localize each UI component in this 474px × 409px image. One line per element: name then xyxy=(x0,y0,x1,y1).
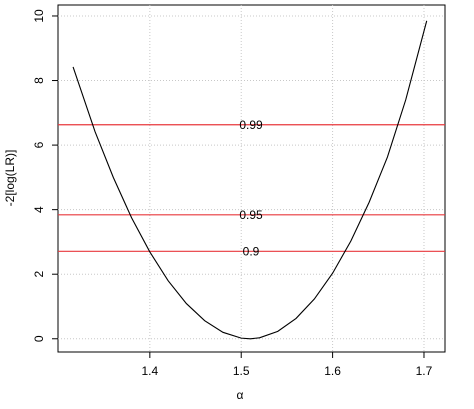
x-tick-label: 1.6 xyxy=(324,364,341,378)
x-tick-label: 1.7 xyxy=(416,364,433,378)
reference-label: 0.95 xyxy=(239,208,263,222)
y-tick-label: 10 xyxy=(32,9,46,23)
y-axis-label: -2[log(LR)] xyxy=(3,150,17,207)
x-tick-label: 1.5 xyxy=(233,364,250,378)
x-axis-label: α xyxy=(237,388,244,402)
reference-label: 0.99 xyxy=(239,118,263,132)
y-tick-label: 4 xyxy=(32,206,46,213)
reference-label: 0.9 xyxy=(243,244,260,258)
curve xyxy=(72,20,428,340)
plot-frame xyxy=(57,4,446,353)
y-tick-label: 8 xyxy=(32,77,46,84)
y-tick-label: 6 xyxy=(32,141,46,148)
y-tick-label: 0 xyxy=(32,335,46,342)
y-tick-label: 2 xyxy=(32,271,46,278)
x-tick-label: 1.4 xyxy=(141,364,158,378)
